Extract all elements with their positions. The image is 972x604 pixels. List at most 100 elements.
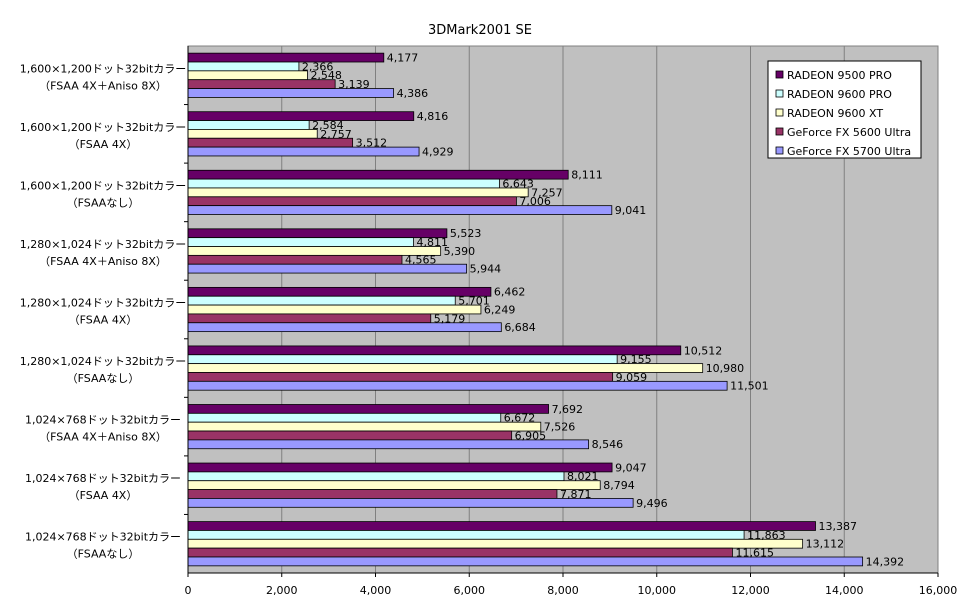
bar xyxy=(187,228,448,239)
x-tick-label: 14,000 xyxy=(825,584,864,597)
data-label: 8,794 xyxy=(603,479,635,492)
data-label: 8,021 xyxy=(567,470,599,483)
category-label: 1,280×1,024ドット32bitカラー xyxy=(20,238,187,251)
category-label: （FSAA 4X） xyxy=(69,489,138,502)
data-label: 6,249 xyxy=(484,303,516,316)
axes: 0 2,000 4,000 6,000 8,000 10,000 12,000 14,000 1… xyxy=(20,46,958,597)
category-label: （FSAA 4X＋Aniso 8X） xyxy=(39,431,167,444)
data-label: 4,811 xyxy=(417,236,449,249)
bar xyxy=(187,246,442,256)
bar xyxy=(187,196,517,207)
data-label: 3,512 xyxy=(356,137,388,150)
legend-swatch xyxy=(775,108,784,117)
data-label: 13,112 xyxy=(806,538,845,551)
legend-label: RADEON 9600 XT xyxy=(787,107,883,120)
category-label: （FSAA 4X） xyxy=(69,138,138,151)
bar xyxy=(187,462,613,473)
x-tick-label: 12,000 xyxy=(731,584,770,597)
data-label: 6,462 xyxy=(494,286,526,299)
legend-swatch xyxy=(775,70,784,79)
bar xyxy=(187,521,816,531)
category-label: （FSAAなし） xyxy=(67,548,140,561)
data-label: 9,041 xyxy=(615,204,647,217)
data-label: 6,672 xyxy=(504,412,536,425)
bars xyxy=(187,52,864,567)
x-tick-label: 4,000 xyxy=(360,584,392,597)
data-label: 9,155 xyxy=(620,353,652,366)
bar xyxy=(187,547,733,558)
data-label: 13,387 xyxy=(819,520,858,533)
data-label: 8,111 xyxy=(571,169,603,182)
data-label: 6,643 xyxy=(502,177,534,190)
data-label: 2,584 xyxy=(312,119,344,132)
category-label: 1,280×1,024ドット32bitカラー xyxy=(20,297,187,310)
bar xyxy=(187,372,614,382)
bar xyxy=(187,129,318,139)
bar xyxy=(187,480,601,490)
category-label: 1,280×1,024ドット32bitカラー xyxy=(20,355,187,368)
legend-swatch xyxy=(775,89,784,98)
legend-label: RADEON 9600 PRO xyxy=(787,88,892,101)
bar xyxy=(187,295,456,306)
data-label: 11,615 xyxy=(735,546,774,559)
x-tick-label: 2,000 xyxy=(266,584,298,597)
data-label: 7,006 xyxy=(519,195,551,208)
data-label: 7,257 xyxy=(531,186,563,199)
data-label: 11,863 xyxy=(747,529,786,542)
data-label: 9,047 xyxy=(615,461,647,474)
data-label: 2,366 xyxy=(302,60,334,73)
data-label: 7,871 xyxy=(560,488,592,501)
x-tick-label: 8,000 xyxy=(547,584,579,597)
x-tick-label: 10,000 xyxy=(638,584,677,597)
bar xyxy=(187,286,492,297)
category-label: （FSAA 4X） xyxy=(69,314,138,327)
data-label: 8,546 xyxy=(592,438,624,451)
data-label: 4,816 xyxy=(417,110,449,123)
data-label: 6,684 xyxy=(504,321,536,334)
chart-title: 3DMark2001 SE xyxy=(428,23,532,38)
bar xyxy=(187,412,502,423)
data-label: 2,757 xyxy=(320,128,352,141)
data-label: 9,059 xyxy=(616,371,648,384)
data-label: 5,523 xyxy=(450,227,482,240)
data-label: 3,139 xyxy=(338,78,370,91)
x-tick-label: 6,000 xyxy=(454,584,486,597)
data-label: 7,526 xyxy=(544,421,576,434)
bar xyxy=(187,538,804,549)
data-label: 7,692 xyxy=(552,403,584,416)
legend: RADEON 9500 PRO RADEON 9600 PRO RADEON 960… xyxy=(767,60,922,159)
bar xyxy=(187,345,682,356)
category-label: （FSAAなし） xyxy=(67,196,140,209)
x-tick-label: 16,000 xyxy=(919,584,958,597)
data-label: 11,501 xyxy=(730,380,769,393)
bar xyxy=(187,120,310,130)
bar xyxy=(187,404,549,414)
bar xyxy=(187,430,513,441)
bar xyxy=(187,187,529,198)
data-label: 4,386 xyxy=(397,87,429,100)
bar xyxy=(187,471,565,482)
data-label: 5,179 xyxy=(434,312,466,325)
data-label: 10,512 xyxy=(684,344,723,357)
category-label: （FSAAなし） xyxy=(67,372,140,385)
data-label: 5,944 xyxy=(470,263,502,276)
data-label: 9,496 xyxy=(636,497,668,510)
data-label: 4,929 xyxy=(422,145,454,158)
bar xyxy=(187,237,414,247)
category-label: （FSAA 4X＋Aniso 8X） xyxy=(39,79,167,92)
category-label: 1,024×768ドット32bitカラー xyxy=(25,414,181,427)
data-label: 5,390 xyxy=(444,245,476,258)
bar xyxy=(187,489,558,499)
category-label: 1,600×1,200ドット32bitカラー xyxy=(20,121,187,134)
bar xyxy=(187,254,403,265)
legend-swatch xyxy=(775,127,784,136)
data-label: 14,392 xyxy=(866,555,905,568)
category-label: 1,600×1,200ドット32bitカラー xyxy=(20,62,187,75)
legend-label: RADEON 9500 PRO xyxy=(787,69,892,82)
legend-box xyxy=(767,60,922,159)
data-label: 4,565 xyxy=(405,254,437,267)
x-tick-label: 0 xyxy=(185,584,192,597)
legend-label: GeForce FX 5700 Ultra xyxy=(787,145,911,158)
